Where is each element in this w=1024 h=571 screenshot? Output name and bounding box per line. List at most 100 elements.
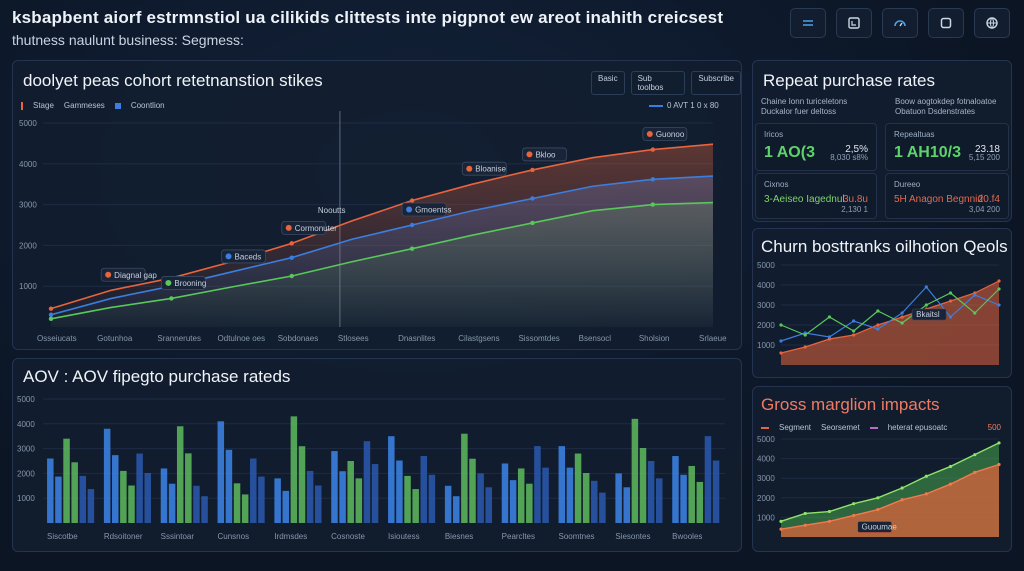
data-point bbox=[852, 319, 856, 323]
gauge-button[interactable] bbox=[882, 8, 918, 38]
menu-icon bbox=[803, 20, 813, 26]
legend-range: 0 AVT 1 0 x 80 bbox=[667, 101, 719, 110]
kpi-delta: 3u.8u bbox=[842, 194, 868, 205]
kpi-card-2[interactable]: Repealtuas 1 AH10/3 23.18 5,15 200 bbox=[885, 123, 1009, 171]
bar bbox=[420, 456, 428, 523]
x-tick-label: Cunsnos bbox=[218, 532, 250, 541]
window-button[interactable] bbox=[836, 8, 872, 38]
data-point bbox=[289, 255, 294, 260]
page-subtitle: thutness naulunt business: Segmess: bbox=[12, 32, 244, 48]
bar bbox=[542, 467, 549, 523]
kpi-label: Cixnos bbox=[764, 180, 789, 189]
bar bbox=[461, 433, 468, 523]
data-point bbox=[900, 315, 904, 319]
series-line bbox=[780, 442, 1000, 522]
bar bbox=[680, 474, 687, 523]
data-point bbox=[924, 492, 928, 496]
data-point bbox=[997, 303, 1001, 307]
bar bbox=[615, 473, 622, 523]
menu-button[interactable] bbox=[790, 8, 826, 38]
bar bbox=[363, 441, 371, 523]
data-point bbox=[530, 220, 535, 226]
bar bbox=[217, 421, 225, 523]
x-tick-label: Sssintoar bbox=[161, 532, 195, 541]
legend-swatch-orange bbox=[761, 426, 769, 429]
data-point bbox=[997, 441, 1001, 445]
series-area bbox=[781, 464, 999, 537]
bar bbox=[136, 453, 143, 523]
repeat-title: Repeat purchase rates bbox=[763, 71, 935, 90]
toggle-subscribe[interactable]: Subscribe bbox=[691, 71, 741, 95]
x-tick-label: Srlaeue bbox=[699, 334, 727, 343]
bar bbox=[566, 467, 574, 523]
repeat-header-left: Chaine Ionn turiceletons Duckalor fuer d… bbox=[761, 97, 847, 117]
aov-panel: AOV : AOV fipegto purchase rateds 1000 20… bbox=[12, 358, 742, 552]
bar bbox=[412, 489, 419, 523]
globe-button[interactable] bbox=[974, 8, 1010, 38]
kpi-delta: 2,5% bbox=[845, 144, 868, 155]
data-point bbox=[779, 351, 783, 355]
square-button[interactable] bbox=[928, 8, 964, 38]
y-tick-label: 4000 bbox=[17, 420, 35, 429]
repeat-header-right-1: Boow aogtokdep fotnaloatoe bbox=[895, 97, 997, 106]
x-tick-label: Cosnoste bbox=[331, 532, 365, 541]
tooltip-label: Guoumae bbox=[862, 522, 898, 531]
x-tick-label: Osseiucats bbox=[37, 334, 77, 343]
data-point bbox=[852, 513, 856, 518]
legend-gammeses: Gammeses bbox=[63, 101, 105, 110]
bar bbox=[428, 474, 436, 523]
callout-dot bbox=[105, 271, 112, 278]
callout-label: Baceds bbox=[235, 252, 262, 261]
data-point bbox=[530, 196, 535, 201]
bar bbox=[509, 480, 517, 523]
data-point bbox=[900, 311, 904, 315]
x-tick-label: Bwooles bbox=[672, 532, 702, 541]
bar bbox=[712, 460, 720, 523]
bar bbox=[623, 487, 631, 523]
y-tick-label: 1000 bbox=[19, 282, 37, 291]
cohort-chart: 1000 2000 3000 4000 5000 Nooutts Osseiucats Got… bbox=[19, 111, 727, 343]
data-point bbox=[48, 306, 54, 311]
bar bbox=[388, 436, 395, 523]
gross-title: Gross marglion impacts bbox=[761, 395, 940, 415]
cohort-legend-right: 0 AVT 1 0 x 80 bbox=[649, 101, 719, 110]
bar bbox=[639, 448, 647, 523]
gross-title-text: Gross marglion impacts bbox=[761, 395, 940, 414]
series-line bbox=[780, 288, 1000, 336]
kpi-delta: 20.f4 bbox=[977, 194, 1000, 205]
bar bbox=[185, 453, 192, 523]
data-point bbox=[948, 482, 953, 486]
data-point bbox=[924, 474, 928, 478]
kpi-card-3[interactable]: Cixnos 3-Aeiseo Iagednul 3u.8u 2,130 1 bbox=[755, 173, 877, 219]
callout-box bbox=[642, 127, 688, 141]
toggle-basic[interactable]: Basic bbox=[591, 71, 625, 95]
data-point bbox=[827, 519, 832, 523]
kpi-card-4[interactable]: Dureeo 5H Anagon Begnnid 20.f4 3,04 200 bbox=[885, 173, 1009, 219]
cohort-panel: doolyet peas cohort retetnanstion stikes… bbox=[12, 60, 742, 350]
data-point bbox=[948, 315, 953, 319]
bar bbox=[501, 463, 509, 523]
callout-dot bbox=[526, 151, 533, 158]
bar bbox=[672, 456, 679, 523]
data-point bbox=[409, 246, 415, 251]
series-line bbox=[780, 463, 1000, 530]
bar bbox=[469, 458, 476, 523]
series-line bbox=[50, 201, 714, 320]
bar bbox=[396, 460, 403, 523]
data-point bbox=[852, 333, 856, 337]
legend-swatch-purple bbox=[869, 426, 878, 429]
legend-coontlion: Coontlion bbox=[130, 101, 165, 110]
bar bbox=[144, 473, 151, 523]
kpi-card-1[interactable]: Iricos 1 AO(3 2,5% 8,030 s8% bbox=[755, 123, 877, 171]
y-tick-label: 4000 bbox=[757, 455, 775, 464]
legend-stage: Stage bbox=[33, 101, 54, 110]
bar bbox=[314, 485, 322, 523]
bar bbox=[655, 478, 663, 523]
bar bbox=[582, 473, 590, 523]
x-tick-label: Biesnes bbox=[445, 532, 473, 541]
callout-dot bbox=[466, 165, 473, 172]
toggle-toolbos[interactable]: Sub toolbos bbox=[630, 71, 686, 95]
data-point bbox=[803, 523, 807, 527]
cohort-legend: Stage Gammeses Coontlion bbox=[21, 101, 165, 110]
repeat-panel: Repeat purchase rates Chaine Ionn turice… bbox=[752, 60, 1012, 222]
